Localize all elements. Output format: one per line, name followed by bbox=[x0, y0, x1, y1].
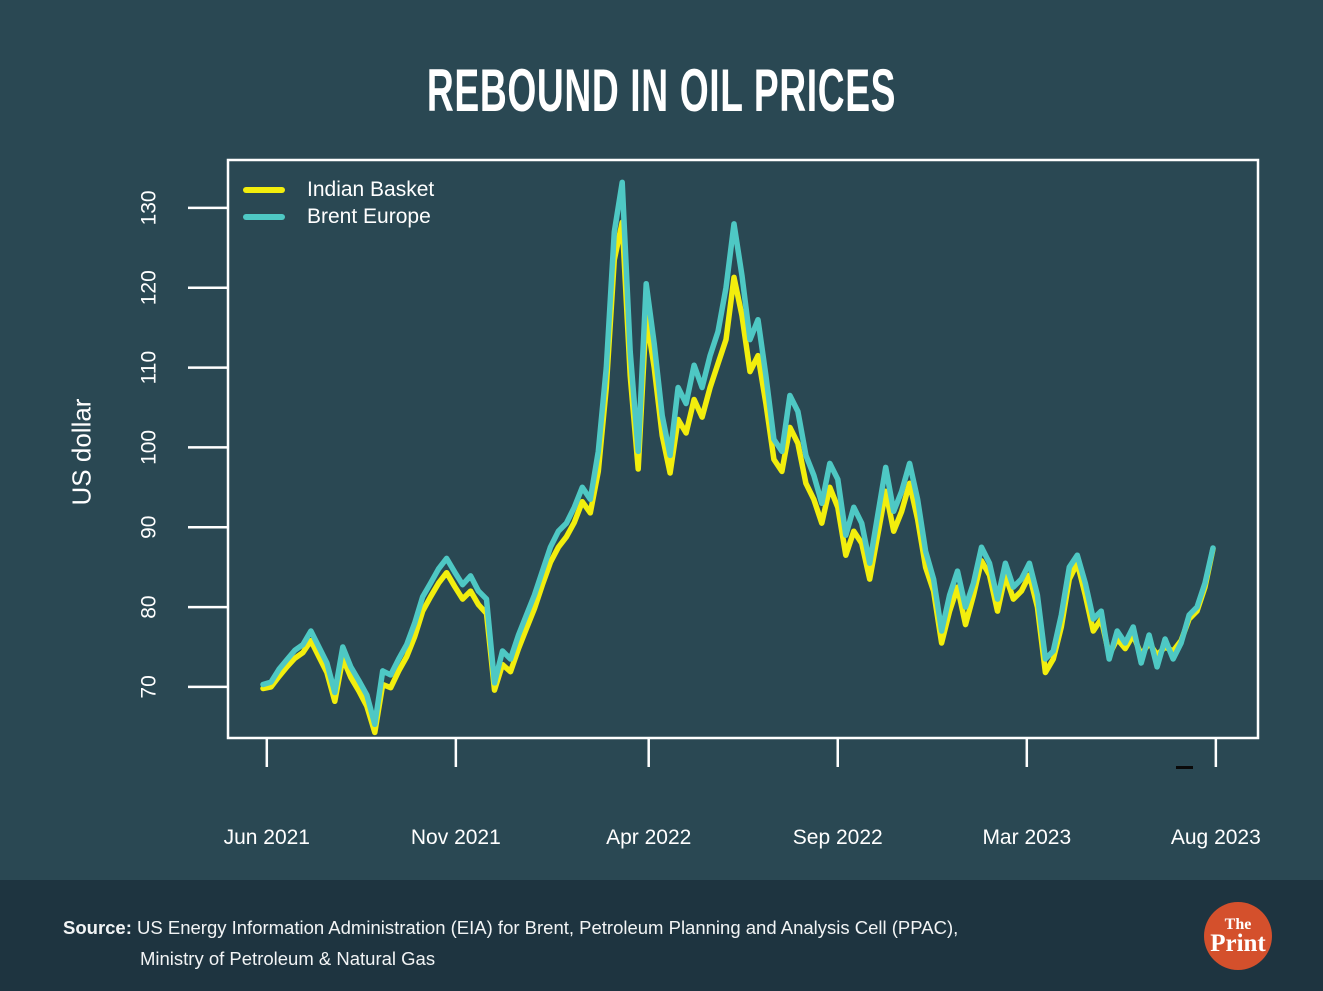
source-attribution: Source: US Energy Information Administra… bbox=[63, 912, 958, 974]
y-tick-label: 90 bbox=[138, 516, 161, 539]
stray-dash-artifact bbox=[1176, 766, 1193, 769]
indian-basket-line-swatch bbox=[243, 186, 285, 193]
chart-title: REBOUND IN OIL PRICES bbox=[426, 57, 897, 124]
y-axis-title: US dollar bbox=[66, 398, 97, 506]
x-tick-label: Aug 2023 bbox=[1171, 826, 1261, 849]
theprint-logo-print: Print bbox=[1210, 930, 1266, 957]
legend-label-brent-europe: Brent Europe bbox=[307, 204, 431, 228]
legend-item-brent-europe: Brent Europe bbox=[243, 203, 434, 230]
source-text: US Energy Information Administration (EI… bbox=[131, 917, 959, 938]
plot-frame bbox=[226, 158, 1260, 740]
x-tick-label: Jun 2021 bbox=[224, 826, 310, 849]
source-line-2: Ministry of Petroleum & Natural Gas bbox=[140, 948, 436, 969]
y-tick-label: 80 bbox=[138, 595, 161, 618]
y-tick-label: 100 bbox=[138, 430, 161, 465]
theprint-logo-the: The bbox=[1224, 916, 1252, 933]
x-tick-label: Apr 2022 bbox=[606, 826, 691, 849]
series-line-brent-europe bbox=[260, 179, 1216, 728]
x-tick-label: Mar 2023 bbox=[982, 826, 1071, 849]
footer-band: Source: US Energy Information Administra… bbox=[0, 880, 1323, 991]
theprint-logo: The Print bbox=[1204, 902, 1272, 970]
x-tick-label: Nov 2021 bbox=[411, 826, 501, 849]
x-tick-label: Sep 2022 bbox=[793, 826, 883, 849]
y-tick-label: 70 bbox=[138, 675, 161, 698]
series-line-indian-basket bbox=[260, 219, 1216, 736]
source-label: Source: bbox=[63, 917, 132, 938]
brent-europe-line-swatch bbox=[243, 213, 285, 220]
y-tick-label: 120 bbox=[138, 270, 161, 305]
legend-item-indian-basket: Indian Basket bbox=[243, 176, 434, 203]
y-tick-label: 130 bbox=[138, 190, 161, 225]
y-tick-label: 110 bbox=[138, 351, 161, 384]
legend-label-indian-basket: Indian Basket bbox=[307, 177, 435, 201]
price-chart: 70 80 90 100 110 120 130 Jun 2021 Nov 2021 Apr 20… bbox=[138, 158, 1261, 849]
legend: Indian Basket Brent Europe bbox=[243, 176, 434, 230]
source-line-1: Source: US Energy Information Administra… bbox=[63, 912, 958, 943]
